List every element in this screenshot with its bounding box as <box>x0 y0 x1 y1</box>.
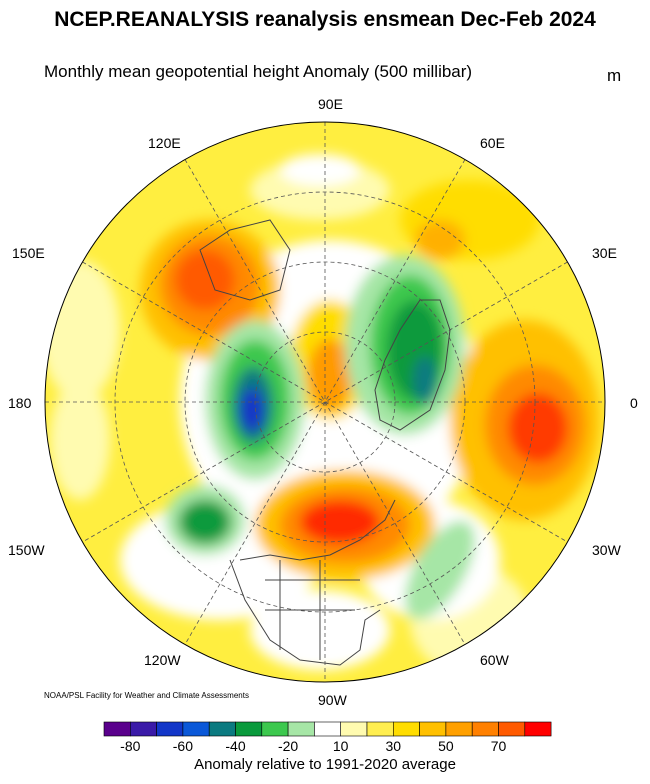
lon-label-180: 180 <box>8 395 32 411</box>
colorbar-swatch <box>524 721 552 737</box>
colorbar-swatch <box>471 721 499 737</box>
colorbar-caption: Anomaly relative to 1991-2020 average <box>194 756 456 773</box>
lon-label-150e: 150E <box>12 245 45 261</box>
colorbar-swatch <box>340 721 368 737</box>
credit-text: NOAA/PSL Facility for Weather and Climat… <box>44 691 249 700</box>
colorbar-swatch <box>366 721 394 737</box>
lon-label-60w: 60W <box>480 652 509 668</box>
chart-title: NCEP.REANALYSIS reanalysis ensmean Dec-F… <box>54 8 596 31</box>
colorbar <box>103 721 552 737</box>
lon-label-60e: 60E <box>480 135 505 151</box>
lon-label-30w: 30W <box>592 542 621 558</box>
colorbar-swatch <box>208 721 236 737</box>
colorbar-tick-label: 50 <box>438 738 454 754</box>
colorbar-swatch <box>156 721 184 737</box>
lon-label-0: 0 <box>630 395 638 411</box>
colorbar-tick-label: 70 <box>490 738 507 754</box>
colorbar-swatch <box>130 721 157 737</box>
colorbar-swatch <box>392 721 420 737</box>
colorbar-swatch <box>103 721 131 737</box>
graticule <box>45 122 605 682</box>
colorbar-tick-label: -60 <box>172 738 193 754</box>
unit-label: m <box>607 66 622 85</box>
colorbar-swatch <box>314 721 341 737</box>
colorbar-swatch <box>498 721 526 737</box>
colorbar-tick-label: -20 <box>277 738 299 754</box>
colorbar-swatch <box>182 721 210 737</box>
lon-label-120w: 120W <box>144 652 181 668</box>
lon-label-90w: 90W <box>318 692 347 708</box>
colorbar-swatch <box>419 721 447 737</box>
lon-label-120e: 120E <box>148 135 181 151</box>
colorbar-tick-label: 10 <box>332 738 349 754</box>
colorbar-swatch <box>287 721 315 737</box>
colorbar-swatch <box>445 721 473 737</box>
lon-label-30e: 30E <box>592 245 617 261</box>
colorbar-swatch <box>235 721 263 737</box>
chart-subtitle: Monthly mean geopotential height Anomaly… <box>44 62 473 81</box>
lon-label-150w: 150W <box>8 542 45 558</box>
lon-label-90e: 90E <box>318 96 343 112</box>
colorbar-swatch <box>261 721 289 737</box>
coastlines <box>199 219 451 666</box>
colorbar-tick-label: 30 <box>385 738 402 754</box>
colorbar-tick-label: -80 <box>120 738 141 754</box>
colorbar-tick-label: -40 <box>225 738 246 754</box>
